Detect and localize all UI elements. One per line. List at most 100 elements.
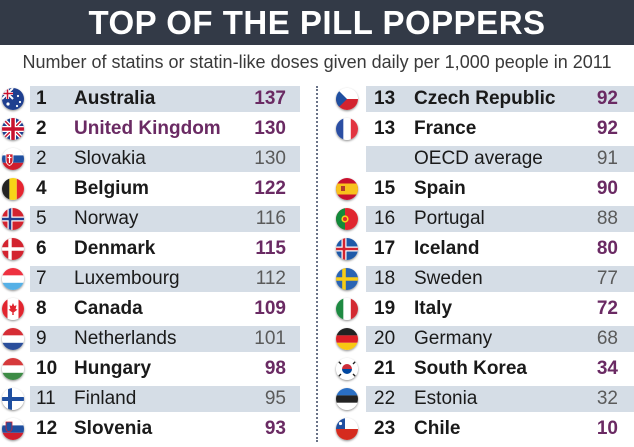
value-label: 101 — [254, 328, 286, 349]
sweden-flag-icon — [336, 268, 358, 290]
table-row: 1 Australia 137 — [0, 84, 300, 114]
rank-label: 23 — [374, 418, 396, 439]
table-row: 19 Italy 72 — [330, 294, 634, 324]
iceland-flag-icon — [336, 238, 358, 260]
rank-label: 4 — [36, 178, 47, 199]
value-label: 98 — [264, 358, 286, 379]
rank-label: 5 — [36, 208, 47, 229]
hungary-flag-icon — [2, 358, 24, 380]
denmark-flag-icon — [2, 238, 24, 260]
value-label: 95 — [264, 388, 286, 409]
germany-flag-icon — [336, 328, 358, 350]
row-band — [366, 386, 634, 412]
value-label: 92 — [596, 118, 618, 139]
value-label: 130 — [254, 118, 286, 139]
rank-label: 2 — [36, 148, 47, 169]
rank-label: 18 — [374, 268, 396, 289]
country-label-finland: Finland — [74, 388, 137, 409]
country-label-oecd-average: OECD average — [414, 148, 543, 169]
table-row: 12 Slovenia 93 — [0, 414, 300, 444]
country-label-czech-republic: Czech Republic — [414, 88, 556, 109]
country-label-hungary: Hungary — [74, 358, 152, 379]
value-label: 72 — [596, 298, 618, 319]
row-band — [366, 146, 634, 172]
right-column: 13 Czech Republic 92 13 France 92 OECD average… — [330, 84, 634, 444]
chile-flag-icon — [336, 418, 358, 440]
belgium-flag-icon — [2, 178, 24, 200]
value-label: 68 — [596, 328, 618, 349]
rank-label: 13 — [374, 88, 396, 109]
row-band — [366, 326, 634, 352]
value-label: 92 — [596, 88, 618, 109]
table-row: 9 Netherlands 101 — [0, 324, 300, 354]
czech-flag-icon — [336, 88, 358, 110]
table-row: 4 Belgium 122 — [0, 174, 300, 204]
table-row: 6 Denmark 115 — [0, 234, 300, 264]
rank-label: 19 — [374, 298, 396, 319]
table-row: OECD average 91 — [330, 144, 634, 174]
canada-flag-icon — [2, 298, 24, 320]
rank-label: 15 — [374, 178, 396, 199]
value-label: 109 — [254, 298, 286, 319]
row-band — [30, 386, 300, 412]
luxembourg-flag-icon — [2, 268, 24, 290]
rank-label: 7 — [36, 268, 47, 289]
value-label: 77 — [596, 268, 618, 289]
table-row: 2 Slovakia 130 — [0, 144, 300, 174]
value-label: 90 — [596, 178, 618, 199]
table-row: 10 Hungary 98 — [0, 354, 300, 384]
row-band — [366, 86, 634, 112]
row-band — [30, 146, 300, 172]
value-label: 112 — [255, 268, 286, 289]
country-label-canada: Canada — [74, 298, 143, 319]
value-label: 93 — [264, 418, 286, 439]
rank-label: 12 — [36, 418, 58, 439]
country-label-australia: Australia — [74, 88, 156, 109]
south-korea-flag-icon — [336, 358, 358, 380]
table-row: 11 Finland 95 — [0, 384, 300, 414]
table-row: 5 Norway 116 — [0, 204, 300, 234]
country-label-luxembourg: Luxembourg — [74, 268, 180, 289]
country-label-portugal: Portugal — [414, 208, 485, 229]
rank-label: 9 — [36, 328, 47, 349]
country-label-sweden: Sweden — [414, 268, 483, 289]
table-row: 20 Germany 68 — [330, 324, 634, 354]
rank-label: 6 — [36, 238, 47, 259]
row-band — [30, 86, 300, 112]
rank-label: 20 — [374, 328, 396, 349]
norway-flag-icon — [2, 208, 24, 230]
left-column: 1 Australia 137 2 United Kingdom 130 2 Slovakia… — [0, 84, 300, 444]
table-row: 21 South Korea 34 — [330, 354, 634, 384]
column-divider — [316, 86, 318, 442]
table-row: 13 Czech Republic 92 — [330, 84, 634, 114]
row-band — [30, 326, 300, 352]
table-row: 13 France 92 — [330, 114, 634, 144]
italy-flag-icon — [336, 298, 358, 320]
slovakia-flag-icon — [2, 148, 24, 170]
value-label: 80 — [596, 238, 618, 259]
row-band — [366, 266, 634, 292]
slovenia-flag-icon — [2, 418, 24, 440]
country-label-denmark: Denmark — [74, 238, 156, 259]
table-row: 15 Spain 90 — [330, 174, 634, 204]
table-row: 2 United Kingdom 130 — [0, 114, 300, 144]
table-row: 18 Sweden 77 — [330, 264, 634, 294]
value-label: 88 — [596, 208, 618, 229]
rank-label: 16 — [374, 208, 396, 229]
table-row: 17 Iceland 80 — [330, 234, 634, 264]
spain-flag-icon — [336, 178, 358, 200]
row-band — [30, 266, 300, 292]
country-label-belgium: Belgium — [74, 178, 149, 199]
value-label: 34 — [596, 358, 618, 379]
rank-label: 21 — [374, 358, 396, 379]
row-band — [366, 206, 634, 232]
chart-subtitle: Number of statins or statin-like doses g… — [22, 51, 612, 72]
france-flag-icon — [336, 118, 358, 140]
value-label: 116 — [255, 208, 286, 229]
table-row: 8 Canada 109 — [0, 294, 300, 324]
country-label-norway: Norway — [74, 208, 139, 229]
country-label-germany: Germany — [414, 328, 493, 349]
netherlands-flag-icon — [2, 328, 24, 350]
country-label-chile: Chile — [414, 418, 461, 439]
country-label-united-kingdom: United Kingdom — [74, 118, 221, 139]
